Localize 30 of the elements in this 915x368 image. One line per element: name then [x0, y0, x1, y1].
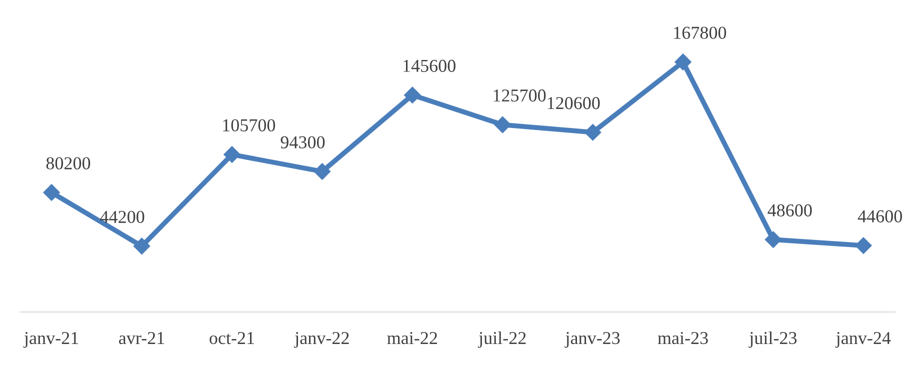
- data-label: 125700: [494, 89, 546, 102]
- point: [855, 237, 872, 254]
- data-label: 145600: [404, 60, 456, 72]
- point: [133, 238, 150, 255]
- x-tick-label: juil-23: [748, 331, 797, 348]
- point: [404, 86, 421, 104]
- point: [43, 184, 60, 201]
- x-tick-label: avr-21: [119, 332, 164, 344]
- x-tick-label: janv-22: [294, 332, 349, 348]
- data-label: 105700: [223, 119, 276, 132]
- x-tick-label: janv-24: [835, 332, 891, 348]
- point: [224, 146, 240, 163]
- point: [314, 163, 331, 180]
- x-tick-label: janv-23: [564, 332, 620, 348]
- point: [764, 231, 782, 248]
- data-label: 44200: [100, 210, 144, 224]
- x-tick-label: mai-22: [387, 332, 437, 344]
- data-label: 120600: [548, 97, 600, 110]
- data-label: 167800: [674, 26, 726, 39]
- data-label: 44600: [858, 210, 902, 222]
- data-label: 48600: [768, 204, 812, 216]
- x-tick-label: mai-23: [658, 332, 708, 344]
- data-label: 94300: [280, 136, 325, 148]
- point: [584, 124, 602, 141]
- x-tick-label: janv-21: [23, 332, 78, 348]
- x-tick-label: oct-21: [210, 332, 254, 344]
- x-tick-label: juil-22: [478, 331, 526, 348]
- point: [494, 116, 511, 134]
- data-label: 80200: [46, 157, 90, 170]
- point: [674, 54, 692, 70]
